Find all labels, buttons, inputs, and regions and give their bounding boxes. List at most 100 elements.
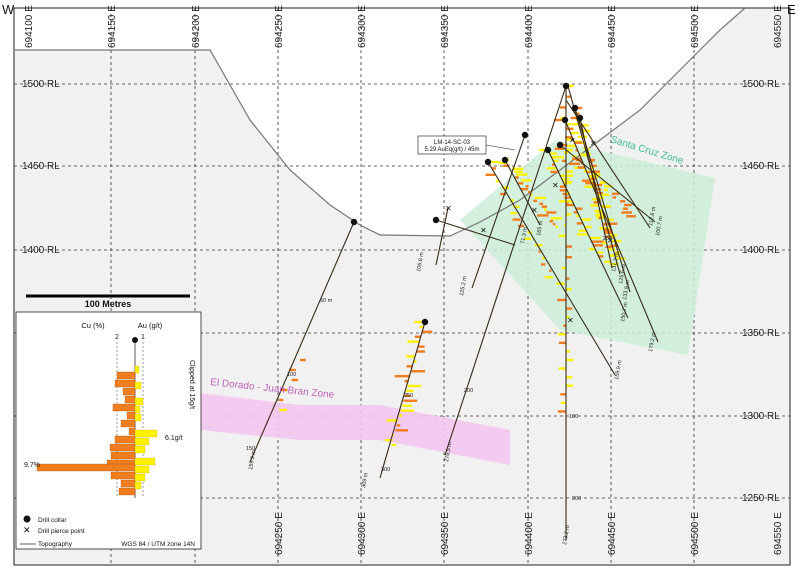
hole-end-label: 273.2 m bbox=[562, 524, 571, 545]
depth-tick-label: 250 bbox=[404, 393, 413, 399]
assay-bar bbox=[549, 220, 554, 223]
assay-bar bbox=[513, 205, 520, 208]
assay-bar bbox=[520, 187, 528, 191]
assay-bar bbox=[288, 368, 296, 372]
assay-bar bbox=[550, 217, 563, 220]
east-label: E bbox=[787, 2, 796, 17]
assay-bar bbox=[566, 315, 570, 319]
drill-collar bbox=[571, 104, 579, 112]
assay-bar bbox=[570, 116, 580, 120]
inset-cu-bar bbox=[126, 411, 136, 420]
assay-bar bbox=[622, 207, 628, 210]
inset-cu-bar bbox=[122, 387, 136, 396]
hole-end-label: 179.2 m bbox=[648, 331, 657, 352]
clipped-note: Clipped at 15g/t bbox=[188, 360, 195, 409]
assay-bar bbox=[609, 244, 619, 247]
easting-label: 694200 E bbox=[191, 5, 202, 48]
assay-bar bbox=[566, 277, 570, 280]
assay-bar bbox=[605, 235, 612, 238]
rl-labels: 1500 RL 1500 RL 1450 RL 1450 RL 1400 RL 1400 … bbox=[22, 79, 780, 504]
drill-hole-trace bbox=[249, 221, 355, 463]
inset-cu-bar bbox=[120, 479, 136, 488]
assay-bar bbox=[598, 196, 604, 200]
assay-bar bbox=[559, 185, 566, 188]
assay-bar bbox=[553, 118, 565, 122]
inset-au-bar bbox=[134, 457, 156, 466]
inset-cu-bar bbox=[124, 395, 136, 404]
assay-bar bbox=[558, 333, 566, 336]
assay-bar bbox=[498, 161, 508, 165]
assay-bar bbox=[549, 152, 558, 155]
assay-bar bbox=[300, 358, 306, 362]
drill-hole-trace bbox=[504, 159, 541, 226]
pierce-point: ✕ bbox=[569, 136, 576, 145]
inset-cu-bar bbox=[116, 371, 136, 380]
assay-bar bbox=[422, 330, 433, 334]
pierce-point: ✕ bbox=[590, 139, 597, 148]
hole-end-label: 165 m bbox=[536, 220, 545, 237]
assay-bar bbox=[626, 215, 636, 218]
drill-hole-trace bbox=[471, 134, 526, 289]
assay-bar bbox=[511, 167, 524, 170]
assay-bar bbox=[491, 167, 496, 170]
assay-bar bbox=[598, 255, 604, 258]
assay-bar bbox=[620, 200, 626, 203]
easting-label: 694400 E bbox=[524, 5, 535, 48]
inset-au-bar bbox=[134, 481, 142, 490]
assay-bar bbox=[560, 174, 574, 177]
depth-tick-label: 100 bbox=[287, 372, 296, 378]
assay-bar bbox=[414, 320, 425, 324]
assay-bar bbox=[609, 254, 619, 257]
assay-bar bbox=[539, 148, 548, 152]
inset-cu-bar bbox=[128, 427, 136, 436]
inset-cu-bar bbox=[112, 403, 136, 412]
assay-bar bbox=[280, 388, 288, 392]
assay-bar bbox=[525, 185, 529, 188]
assay-bar bbox=[558, 234, 566, 237]
assay-bar bbox=[605, 245, 614, 249]
assay-bar bbox=[546, 167, 557, 170]
assay-bar bbox=[604, 185, 613, 188]
assay-bar bbox=[542, 256, 545, 260]
assay-bar bbox=[596, 191, 603, 195]
assay-bar bbox=[537, 214, 549, 217]
callout-leader bbox=[485, 144, 516, 151]
assay-bar bbox=[609, 263, 619, 266]
drill-hole-trace bbox=[444, 85, 567, 456]
assay-bar bbox=[553, 159, 559, 163]
inset-au-bar bbox=[134, 413, 142, 422]
assay-bar bbox=[558, 341, 566, 345]
assay-bar bbox=[395, 429, 409, 432]
inset-au-bar bbox=[134, 381, 142, 390]
assay-bar bbox=[592, 183, 603, 187]
assay-bar bbox=[607, 222, 618, 225]
assay-bar bbox=[581, 179, 591, 182]
pierce-point: ✕ bbox=[567, 316, 574, 325]
hole-end-label: 159.9 m bbox=[614, 359, 623, 380]
pierce-point: ✕ bbox=[445, 204, 452, 213]
hole-end-label: 150.7 m bbox=[620, 301, 629, 322]
assay-bar bbox=[517, 224, 524, 228]
assay-bar bbox=[391, 443, 397, 447]
assay-bar bbox=[583, 154, 588, 157]
assay-bar bbox=[534, 244, 543, 247]
assay-bar bbox=[407, 384, 422, 388]
hole-end-label: 276.5 m bbox=[444, 441, 453, 462]
assay-bar bbox=[589, 176, 595, 179]
assay-bar bbox=[512, 218, 521, 221]
assay-bar bbox=[550, 170, 559, 174]
drill-hole-trace bbox=[379, 321, 426, 479]
depth-tick-label: 200 bbox=[464, 388, 473, 394]
assay-bar bbox=[570, 131, 579, 135]
easting-labels-bottom: 694250 E 694300 E 694350 E 694400 E 694450 E… bbox=[274, 512, 784, 555]
assay-bar bbox=[590, 204, 599, 207]
depth-tick-label: 300 bbox=[381, 467, 390, 473]
hole-end-label: 159.9 m bbox=[248, 449, 257, 470]
assay-bar bbox=[534, 196, 547, 200]
inset-cu-value: 9.7% bbox=[24, 462, 40, 469]
assay-bar bbox=[591, 164, 597, 168]
hole-end-label: 125.2 m bbox=[459, 275, 468, 296]
assay-bar bbox=[593, 244, 603, 247]
assay-bar bbox=[586, 148, 590, 151]
